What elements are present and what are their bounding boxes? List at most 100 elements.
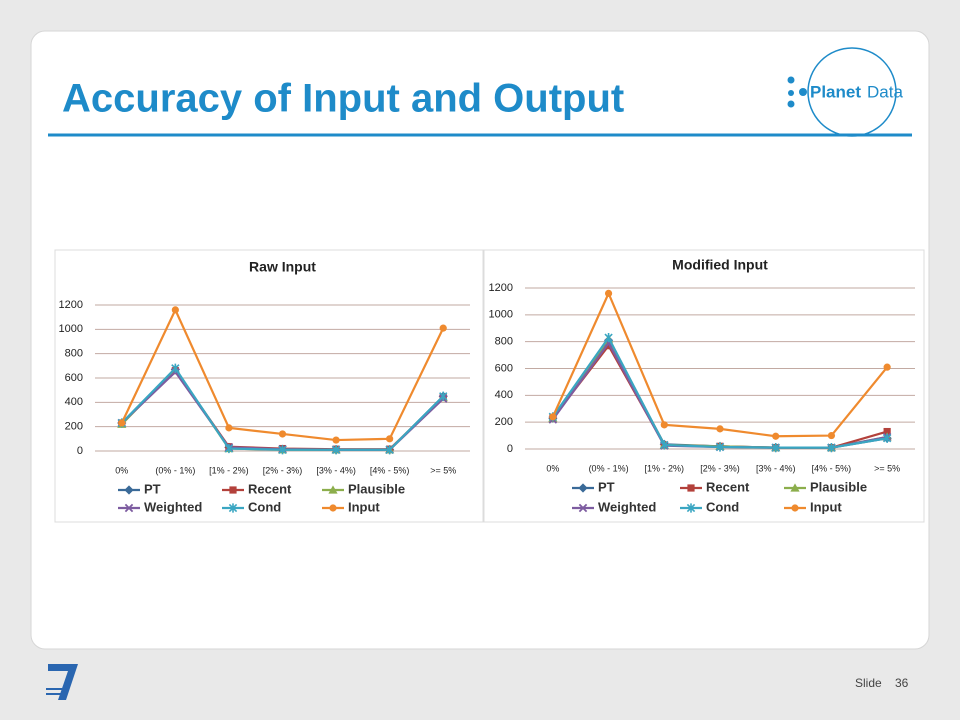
marker — [332, 436, 340, 444]
fp7-seven — [48, 664, 78, 700]
marker — [385, 445, 394, 455]
legend-label: Input — [348, 499, 380, 514]
y-tick-label: 400 — [495, 389, 513, 401]
y-tick-label: 600 — [495, 362, 513, 374]
legend-marker — [578, 503, 588, 513]
chart: Raw Input 0 200 400 600 800 1000 1200 0% (0% - 1%… — [54, 249, 484, 523]
legend-item: Plausible — [784, 479, 867, 494]
legend-item: Weighted — [572, 499, 656, 514]
logo-ring — [807, 47, 897, 137]
x-tick-label: [2% - 3%) — [700, 463, 740, 473]
marker — [883, 427, 891, 436]
legend-marker — [228, 503, 238, 513]
y-tick-label: 1200 — [489, 282, 513, 294]
legend-marker — [124, 485, 134, 495]
marker — [549, 413, 557, 421]
slide-number: 36 — [895, 676, 909, 690]
logo-text: Planet — [810, 82, 861, 101]
legend-item: Cond — [680, 499, 739, 514]
marker — [882, 433, 892, 443]
y-tick-label: 800 — [65, 348, 83, 360]
x-tick-label: 0% — [115, 465, 128, 475]
legend-label: Weighted — [598, 499, 656, 514]
legend-item: Recent — [222, 481, 292, 496]
y-tick-label: 200 — [495, 416, 513, 428]
legend-marker — [791, 504, 799, 512]
legend-marker — [124, 503, 134, 513]
slide-label: Slide — [855, 676, 882, 690]
slide-title: Accuracy of Input and Output — [62, 77, 624, 121]
chart-background — [54, 249, 484, 523]
legend-label: Plausible — [348, 481, 405, 496]
marker — [827, 443, 836, 453]
legend-item: Input — [322, 499, 380, 514]
logo-dot — [799, 88, 807, 96]
marker — [827, 431, 836, 440]
logo-dot — [788, 90, 794, 96]
x-tick-label: [4% - 5%) — [370, 465, 410, 475]
marker — [715, 442, 725, 452]
legend-label: PT — [144, 481, 161, 496]
marker — [331, 445, 341, 455]
x-tick-label: (0% - 1%) — [589, 463, 629, 473]
legend-item: Weighted — [118, 499, 202, 514]
legend-item: Recent — [680, 479, 750, 494]
marker — [118, 419, 126, 427]
x-tick-label: 0% — [546, 463, 559, 473]
legend-marker — [578, 483, 588, 493]
y-tick-label: 400 — [65, 396, 83, 408]
y-tick-label: 0 — [77, 445, 83, 457]
legend-label: Input — [810, 499, 842, 514]
marker — [278, 445, 287, 455]
chart-background — [483, 249, 925, 523]
legend-label: Weighted — [144, 499, 202, 514]
legend-item: Plausible — [322, 481, 405, 496]
marker — [660, 421, 668, 429]
logo-text: Data — [867, 82, 903, 101]
marker — [772, 432, 780, 440]
fp7-bar — [46, 688, 66, 690]
legend-label: Recent — [706, 479, 750, 494]
marker — [171, 363, 180, 373]
legend-marker — [687, 484, 695, 492]
y-tick-label: 1000 — [59, 323, 83, 335]
fp7-bar — [46, 693, 66, 695]
x-tick-label: [1% - 2%) — [645, 463, 685, 473]
marker — [604, 333, 613, 343]
marker — [604, 289, 613, 297]
marker — [439, 391, 448, 401]
marker — [883, 363, 891, 371]
legend-label: PT — [598, 479, 615, 494]
marker — [171, 306, 179, 314]
legend-label: Plausible — [810, 479, 867, 494]
y-tick-label: 1200 — [59, 299, 83, 311]
legend-marker — [229, 486, 237, 494]
x-tick-label: [3% - 4%) — [756, 463, 796, 473]
legend-label: Cond — [706, 499, 739, 514]
x-tick-label: >= 5% — [874, 463, 900, 473]
legend-label: Recent — [248, 481, 292, 496]
y-tick-label: 0 — [507, 443, 513, 455]
marker — [660, 440, 669, 450]
fp7-logo — [46, 664, 78, 700]
x-tick-label: [4% - 5%) — [812, 463, 852, 473]
marker — [771, 443, 780, 453]
x-tick-label: >= 5% — [430, 465, 456, 475]
y-tick-label: 800 — [495, 336, 513, 348]
legend-item: Input — [784, 499, 842, 514]
marker — [604, 342, 613, 350]
legend-item: PT — [118, 481, 161, 496]
x-tick-label: [1% - 2%) — [209, 465, 249, 475]
legend-marker — [790, 483, 800, 492]
legend-marker — [328, 485, 338, 494]
marker — [225, 424, 233, 432]
legend-item: Cond — [222, 499, 281, 514]
logo: Planet Data — [787, 47, 903, 137]
x-tick-label: [2% - 3%) — [263, 465, 303, 475]
marker — [224, 443, 234, 454]
marker — [716, 425, 724, 433]
legend-label: Cond — [248, 499, 281, 514]
legend-marker — [686, 503, 696, 513]
x-tick-label: (0% - 1%) — [155, 465, 195, 475]
